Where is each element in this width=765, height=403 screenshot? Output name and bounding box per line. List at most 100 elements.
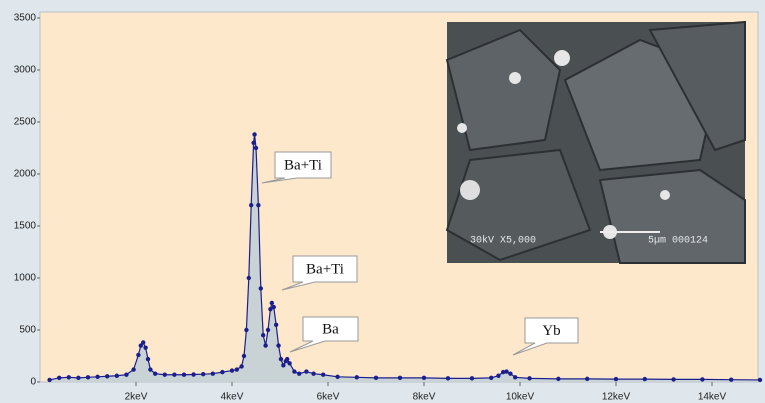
- data-point: [124, 373, 128, 377]
- data-point: [163, 373, 167, 377]
- particle: [460, 180, 480, 200]
- particle: [554, 50, 570, 66]
- data-point: [489, 376, 493, 380]
- data-point: [220, 370, 224, 374]
- x-tick-label: 10keV: [506, 392, 535, 403]
- data-point: [242, 354, 246, 358]
- data-point: [700, 377, 704, 381]
- data-point: [76, 376, 80, 380]
- data-point: [614, 377, 618, 381]
- data-point: [285, 357, 289, 361]
- data-point: [239, 364, 243, 368]
- y-tick-label: 1500: [14, 221, 37, 232]
- data-point: [136, 353, 140, 357]
- data-point: [272, 305, 276, 309]
- data-point: [304, 369, 308, 373]
- data-point: [252, 132, 256, 136]
- particle: [660, 190, 670, 200]
- x-tick-label: 12keV: [602, 392, 631, 403]
- data-point: [311, 371, 315, 375]
- data-point: [321, 373, 325, 377]
- data-point: [671, 377, 675, 381]
- particle: [457, 123, 467, 133]
- inset-label: 30kV X5,000: [470, 235, 536, 247]
- data-point: [270, 301, 274, 305]
- data-point: [556, 377, 560, 381]
- data-point: [143, 345, 147, 349]
- data-point: [335, 375, 339, 379]
- data-point: [249, 203, 253, 207]
- data-point: [758, 378, 762, 382]
- data-point: [47, 378, 51, 382]
- data-point: [374, 376, 378, 380]
- data-point: [422, 376, 426, 380]
- data-point: [274, 323, 278, 327]
- data-point: [95, 375, 99, 379]
- data-point: [57, 376, 61, 380]
- data-point: [141, 340, 145, 344]
- data-point: [153, 371, 157, 375]
- data-point: [148, 367, 152, 371]
- data-point: [446, 376, 450, 380]
- data-point: [251, 141, 255, 145]
- y-tick-label: 0: [30, 377, 36, 388]
- data-point: [508, 371, 512, 375]
- x-tick-label: 2keV: [125, 392, 148, 403]
- y-tick-label: 2000: [14, 169, 37, 180]
- x-tick-label: 14keV: [698, 392, 727, 403]
- callout-label: Yb: [542, 323, 560, 339]
- data-point: [279, 357, 283, 361]
- data-point: [355, 375, 359, 379]
- y-tick-label: 1000: [14, 273, 37, 284]
- data-point: [247, 276, 251, 280]
- y-tick-label: 3000: [14, 65, 37, 76]
- y-tick-label: 3500: [14, 13, 37, 24]
- data-point: [263, 343, 267, 347]
- data-point: [504, 369, 508, 373]
- data-point: [230, 368, 234, 372]
- data-point: [86, 375, 90, 379]
- data-point: [235, 367, 239, 371]
- data-point: [182, 373, 186, 377]
- data-point: [244, 328, 248, 332]
- chart: 0 500 1000 1500 2000 2500 3000 3500 2keV 4keV 6keV…: [0, 0, 765, 403]
- data-point: [172, 373, 176, 377]
- data-point: [254, 146, 258, 150]
- data-point: [276, 343, 280, 347]
- callout-label: Ba+Ti: [284, 157, 322, 173]
- data-point: [513, 375, 517, 379]
- data-point: [496, 374, 500, 378]
- data-point: [527, 376, 531, 380]
- particle: [509, 72, 521, 84]
- sem-inset: 30kV X5,000 5µm 000124: [447, 22, 745, 263]
- data-point: [297, 371, 301, 375]
- x-tick-label: 4keV: [221, 392, 244, 403]
- x-tick-label: 6keV: [317, 392, 340, 403]
- data-point: [261, 333, 265, 337]
- callout-label: Ba: [322, 321, 339, 337]
- data-point: [281, 363, 285, 367]
- data-point: [259, 286, 263, 290]
- data-point: [105, 374, 109, 378]
- data-point: [585, 377, 589, 381]
- data-point: [201, 372, 205, 376]
- callout-label: Ba+Ti: [306, 261, 344, 277]
- y-tick-label: 2500: [14, 117, 37, 128]
- data-point: [67, 375, 71, 379]
- data-point: [729, 378, 733, 382]
- data-point: [470, 376, 474, 380]
- x-tick-label: 8keV: [413, 392, 436, 403]
- data-point: [266, 328, 270, 332]
- data-point: [131, 367, 135, 371]
- data-point: [256, 203, 260, 207]
- data-point: [211, 371, 215, 375]
- inset-label: 5µm 000124: [648, 236, 708, 247]
- data-point: [398, 376, 402, 380]
- data-point: [292, 369, 296, 373]
- data-point: [146, 357, 150, 361]
- data-point: [191, 372, 195, 376]
- data-point: [287, 361, 291, 365]
- data-point: [115, 374, 119, 378]
- y-tick-label: 500: [19, 325, 36, 336]
- data-point: [643, 377, 647, 381]
